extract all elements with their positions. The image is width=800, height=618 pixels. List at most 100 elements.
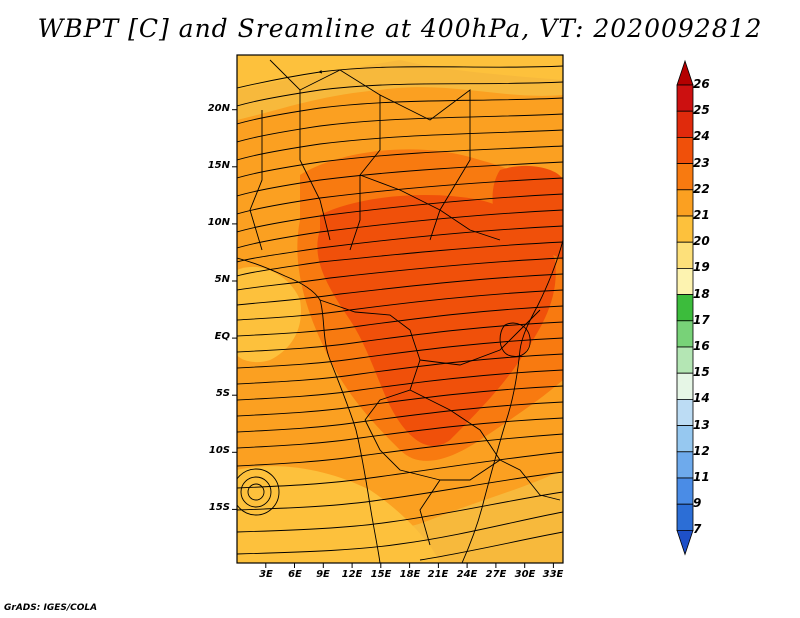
- colorbar-label: 23: [693, 155, 710, 170]
- streamline: [237, 97, 563, 125]
- colorbar-label: 7: [693, 522, 702, 537]
- colorbar-label: 16: [693, 339, 710, 353]
- streamline: [237, 129, 563, 161]
- colorbar-segment: [676, 267, 694, 295]
- streamline: [237, 209, 563, 249]
- lon-label-21e: 21E: [427, 569, 449, 580]
- footer-credit: GrADS: IGES/COLA: [4, 603, 98, 613]
- streamline: [237, 273, 563, 306]
- colorbar-segment: [676, 477, 694, 505]
- streamline: [237, 471, 563, 511]
- contour-region-20-west: [237, 266, 301, 363]
- streamline: [237, 451, 563, 489]
- colorbar-label: 21: [693, 208, 710, 222]
- lon-label-24e: 24E: [456, 569, 478, 580]
- colorbar-segment: [676, 398, 694, 426]
- colorbar-segment: [676, 294, 694, 322]
- streamline: [237, 177, 563, 215]
- streamline: [237, 81, 563, 107]
- colorbar-segment: [676, 372, 694, 400]
- colorbar-top-triangle: [676, 59, 694, 86]
- colorbar-label: 19: [693, 260, 710, 275]
- contour-region-20-south: [237, 466, 440, 563]
- streamline: [237, 337, 563, 369]
- border: [269, 59, 381, 251]
- border: [299, 90, 331, 241]
- colorbar-label: 11: [693, 470, 710, 484]
- streamline: [237, 321, 563, 353]
- colorbar-segment: [676, 241, 694, 269]
- streamline: [237, 65, 563, 89]
- colorbar-segment: [676, 137, 694, 165]
- border: [319, 299, 421, 421]
- streamline: [237, 193, 563, 233]
- lon-label-33e: 33E: [542, 569, 564, 580]
- colorbar-bottom-triangle: [676, 530, 694, 556]
- lon-label-27e: 27E: [485, 569, 507, 580]
- streamline: [419, 531, 563, 561]
- coastline-east: [461, 239, 563, 563]
- colorbar-segment: [676, 320, 694, 348]
- lat-label-eq: EQ: [214, 331, 230, 342]
- lat-label-5n: 5N: [214, 274, 230, 285]
- streamline: [237, 289, 563, 321]
- colorbar-segment: [676, 346, 694, 374]
- colorbar-label: 12: [693, 443, 710, 458]
- colorbar-segment: [676, 163, 694, 191]
- streamline: [237, 305, 563, 337]
- contour-region-23-east: [492, 165, 563, 260]
- lon-label-30e: 30E: [514, 569, 536, 580]
- lake-victoria: [499, 322, 531, 357]
- colorbar-segment: [676, 425, 694, 453]
- contour-region-20-north: [237, 55, 563, 90]
- lon-label-12e: 12E: [341, 569, 363, 580]
- colorbar-label: 18: [693, 286, 710, 301]
- contour-region-23: [317, 195, 556, 446]
- colorbar-segments: [676, 59, 694, 556]
- colorbar-segment: [676, 503, 694, 531]
- lat-tick-marks: [232, 109, 237, 510]
- colorbar-label: 24: [693, 129, 710, 144]
- colorbar-segment: [676, 215, 694, 243]
- lat-label-10n: 10N: [207, 217, 230, 228]
- lon-label-6e: 6E: [288, 569, 302, 580]
- colorbar-label: 17: [693, 312, 710, 327]
- border: [364, 419, 441, 481]
- colorbar-label: 25: [693, 103, 710, 118]
- streamline: [237, 225, 563, 263]
- border: [419, 309, 541, 366]
- coastline-west: [237, 257, 381, 563]
- colorbar: [676, 59, 694, 556]
- colorbar-label: 14: [693, 391, 710, 406]
- streamline: [237, 161, 563, 197]
- lat-label-15n: 15N: [207, 160, 230, 171]
- lat-label-5s: 5S: [215, 388, 230, 399]
- streamline: [237, 511, 563, 555]
- lon-tick-marks: [265, 563, 554, 568]
- streamline: [237, 241, 563, 277]
- border: [499, 459, 561, 501]
- streamlines: [237, 65, 563, 561]
- colorbar-label: 26: [693, 77, 710, 91]
- lat-label-10s: 10S: [208, 445, 230, 456]
- streamline: [237, 417, 563, 449]
- circulation-center-southwest: [237, 468, 280, 516]
- circulation-center-southwest: [240, 476, 272, 508]
- lat-label-15s: 15S: [208, 502, 230, 513]
- colorbar-label: 13: [693, 417, 710, 432]
- colorbar-label: 15: [693, 365, 710, 380]
- border: [379, 89, 471, 241]
- colorbar-label: 9: [693, 496, 702, 511]
- country-borders: [237, 59, 563, 563]
- border: [249, 110, 263, 251]
- circulation-center-southwest: [247, 483, 265, 501]
- lon-label-9e: 9E: [316, 569, 330, 580]
- streamline: [237, 385, 563, 417]
- streamline: [237, 433, 563, 467]
- border: [359, 174, 501, 241]
- streamline: [237, 145, 563, 179]
- lon-label-15e: 15E: [370, 569, 392, 580]
- border: [409, 389, 501, 546]
